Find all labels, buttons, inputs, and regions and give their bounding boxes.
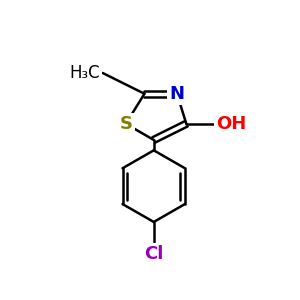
Text: OH: OH (217, 115, 247, 133)
Text: H₃C: H₃C (70, 64, 100, 82)
Text: S: S (119, 115, 132, 133)
Text: Cl: Cl (144, 245, 164, 263)
Text: N: N (169, 85, 184, 103)
